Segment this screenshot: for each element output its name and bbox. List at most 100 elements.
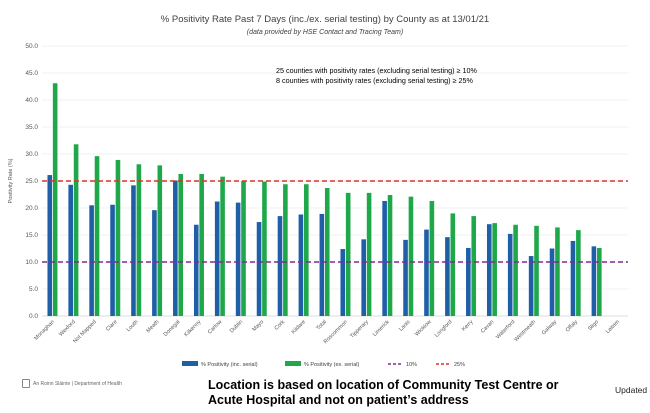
bar-ex-serial [115,159,121,316]
bar-ex-serial [450,213,456,316]
bar-inc-serial [89,205,94,316]
y-tick-label: 45.0 [25,70,38,77]
bar-inc-serial [319,213,325,316]
bar-inc-serial [214,201,220,316]
y-tick-label: 50.0 [25,43,38,50]
bar-inc-serial [256,222,262,316]
chart-subtitle: (data provided by HSE Contact and Tracin… [247,29,403,36]
updated-text: Updated a [615,385,650,395]
x-tick-label: Monaghan [33,319,56,342]
bar-inc-serial [340,249,346,316]
legend-swatch [285,361,301,366]
bar-ex-serial [220,176,225,316]
bar-ex-serial [241,181,246,316]
bar-inc-serial [131,185,136,316]
x-tick-label: Westmeath [513,319,537,343]
bar-inc-serial [235,202,241,316]
bar-inc-serial [507,233,513,316]
x-tick-label: Tipperary [349,319,370,340]
bar-inc-serial [298,214,304,316]
bar-inc-serial [591,246,597,316]
bar-inc-serial [445,237,450,316]
x-tick-label: Kerry [461,319,475,333]
y-axis-ticks: 0.0 5.0 10.0 15.0 20.0 25.0 30.0 35.0 40.0 45.0 50… [25,43,38,320]
bar-ex-serial [324,188,330,316]
bar-ex-serial [429,200,435,316]
x-tick-label: Leitrim [605,319,621,335]
bar-inc-serial [277,216,283,316]
x-tick-label: Kildare [291,319,307,335]
bars [47,83,602,316]
department-logo: An Roinn Sláinte | Department of Health [22,379,122,388]
y-tick-label: 20.0 [25,205,38,212]
annotation-1: 25 counties with positivity rates (exclu… [276,66,478,75]
location-note: Location is based on location of Communi… [208,378,559,407]
bar-inc-serial [193,224,199,316]
bar-ex-serial [576,230,581,316]
x-tick-label: Laois [398,319,412,333]
harp-icon [22,379,30,388]
bar-ex-serial [408,196,414,316]
annotation-2: 8 counties with positivity rates (exclud… [276,76,474,85]
y-tick-label: 35.0 [25,124,38,131]
bar-inc-serial [382,200,387,316]
bar-inc-serial [486,224,492,316]
bar-ex-serial [492,223,497,316]
legend-label: 10% [406,362,417,368]
legend-label: % Positivity (ex. serial) [304,362,359,368]
bar-inc-serial [528,256,534,316]
bar-inc-serial [570,240,576,316]
bar-ex-serial [73,144,79,316]
x-tick-label: Dublin [229,319,244,334]
x-tick-label: Clare [105,319,119,333]
legend-swatch [182,361,198,366]
legend-label: 25% [454,362,465,368]
y-axis-label: Positivity Rate (%) [8,158,14,203]
x-tick-label: Mayo [251,319,265,333]
bar-ex-serial [555,227,560,316]
x-tick-label: Meath [145,319,160,334]
bar-ex-serial [304,184,309,316]
bar-ex-serial [136,164,142,316]
y-tick-label: 40.0 [25,97,38,104]
bar-ex-serial [513,224,518,316]
legend-label: % Positivity (inc. serial) [201,362,258,368]
bar-ex-serial [534,225,539,316]
bar-inc-serial [361,239,366,316]
x-tick-label: Galway [541,319,558,336]
x-tick-label: Offaly [565,319,580,334]
x-tick-label: Waterford [495,319,516,340]
y-tick-label: 25.0 [25,178,38,185]
bar-inc-serial [466,247,471,316]
bar-ex-serial [283,184,288,316]
x-tick-label: Louth [126,319,140,333]
bar-inc-serial [152,210,157,316]
legend: % Positivity (inc. serial) % Positivity (… [182,361,465,368]
x-tick-label: Carlow [207,319,223,335]
x-tick-label: Donegal [163,319,182,338]
x-tick-label: Total [315,319,327,331]
department-name: An Roinn Sláinte | Department of Health [33,380,122,387]
y-tick-label: 30.0 [25,151,38,158]
bar-inc-serial [110,204,115,316]
bar-inc-serial [549,248,555,316]
x-tick-label: Wexford [58,319,77,338]
x-tick-label: Cork [274,319,287,332]
bar-ex-serial [94,156,100,316]
x-tick-label: Wicklow [414,319,433,338]
bar-inc-serial [68,184,73,316]
bar-ex-serial [597,247,602,316]
reference-lines [42,180,628,263]
bar-ex-serial [199,173,204,316]
y-tick-label: 10.0 [25,259,38,266]
bar-ex-serial [178,173,184,316]
bar-ex-serial [157,165,163,316]
x-tick-label: Limerick [372,319,391,338]
bar-ex-serial [52,83,58,316]
bar-ex-serial [345,192,351,316]
bar-inc-serial [403,239,408,316]
x-tick-label: Kilkenny [183,319,202,338]
bar-inc-serial [424,229,429,316]
